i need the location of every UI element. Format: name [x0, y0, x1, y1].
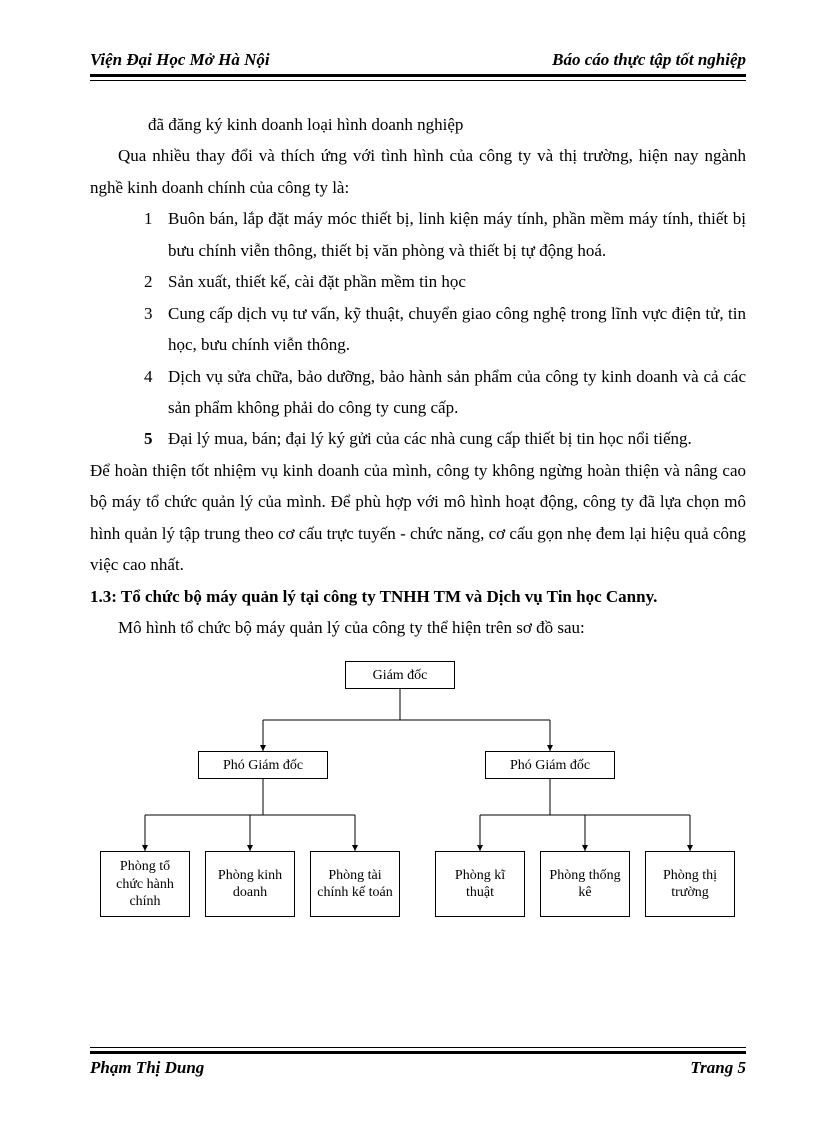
header-left: Viện Đại Học Mở Hà Nội — [90, 50, 270, 70]
chart-node: Giám đốc — [345, 661, 455, 689]
footer-rule — [90, 1047, 746, 1048]
footer-left: Phạm Thị Dung — [90, 1058, 204, 1078]
body-line-2: Qua nhiều thay đổi và thích ứng với tình… — [90, 140, 746, 203]
item-text: Đại lý mua, bán; đại lý ký gửi của các n… — [168, 429, 692, 448]
item-number: 4 — [144, 361, 168, 392]
page-header: Viện Đại Học Mở Hà Nội Báo cáo thực tập … — [90, 50, 746, 77]
chart-node: Phó Giám đốc — [198, 751, 328, 779]
body-line-1: đã đăng ký kinh doanh loại hình doanh ng… — [90, 109, 746, 140]
footer-right: Trang 5 — [690, 1058, 746, 1078]
list-item: 5Đại lý mua, bán; đại lý ký gửi của các … — [90, 423, 746, 454]
document-body: đã đăng ký kinh doanh loại hình doanh ng… — [90, 109, 746, 643]
org-chart: Giám đốc Phó Giám đốc Phó Giám đốc Phòng tổ… — [90, 661, 746, 941]
header-right: Báo cáo thực tập tốt nghiệp — [552, 50, 746, 70]
item-number: 3 — [144, 298, 168, 329]
item-number: 2 — [144, 266, 168, 297]
item-text: Dịch vụ sửa chữa, bảo dưỡng, bảo hành sả… — [168, 367, 746, 417]
item-text: Buôn bán, lắp đặt máy móc thiết bị, linh… — [168, 209, 746, 259]
list-item: 4Dịch vụ sửa chữa, bảo dưỡng, bảo hành s… — [90, 361, 746, 424]
header-rule — [90, 80, 746, 81]
section-heading: 1.3: Tổ chức bộ máy quản lý tại công ty … — [90, 581, 746, 612]
chart-node: Phòng kinh doanh — [205, 851, 295, 917]
item-number: 1 — [144, 203, 168, 234]
list-item: 1Buôn bán, lắp đặt máy móc thiết bị, lin… — [90, 203, 746, 266]
list-item: 3Cung cấp dịch vụ tư vấn, kỹ thuật, chuy… — [90, 298, 746, 361]
chart-node: Phó Giám đốc — [485, 751, 615, 779]
chart-node: Phòng thị trường — [645, 851, 735, 917]
item-text: Sản xuất, thiết kế, cài đặt phần mềm tin… — [168, 272, 466, 291]
body-para-3: Để hoàn thiện tốt nhiệm vụ kinh doanh củ… — [90, 455, 746, 581]
chart-node: Phòng kĩ thuật — [435, 851, 525, 917]
chart-node: Phòng thống kê — [540, 851, 630, 917]
chart-node: Phòng tổ chức hành chính — [100, 851, 190, 917]
list-item: 2Sản xuất, thiết kế, cài đặt phần mềm ti… — [90, 266, 746, 297]
body-para-4: Mô hình tổ chức bộ máy quản lý của công … — [90, 612, 746, 643]
item-text: Cung cấp dịch vụ tư vấn, kỹ thuật, chuyể… — [168, 304, 746, 354]
page-footer: Phạm Thị Dung Trang 5 — [90, 1047, 746, 1078]
chart-node: Phòng tài chính kế toán — [310, 851, 400, 917]
numbered-list: 1Buôn bán, lắp đặt máy móc thiết bị, lin… — [90, 203, 746, 455]
item-number: 5 — [144, 423, 168, 454]
